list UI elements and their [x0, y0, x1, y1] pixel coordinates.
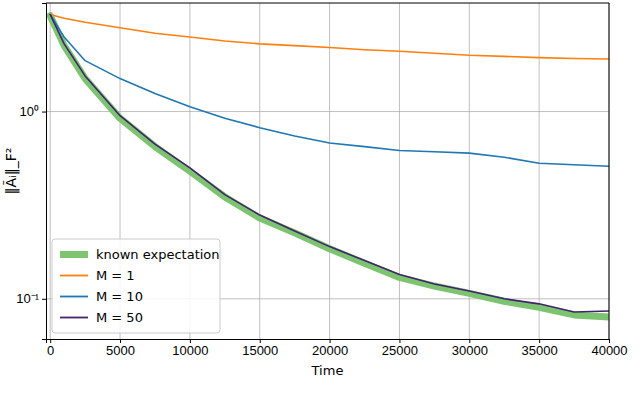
y-axis-title: ‖Ãᵢ‖_F² [3, 148, 20, 195]
x-tick: 35000 [522, 339, 558, 358]
grid-line-x [329, 3, 330, 339]
x-axis: 0 5000 10000 15000 20000 25000 30000 35000 40000 [47, 339, 628, 358]
x-tick: 15000 [242, 339, 278, 358]
x-axis-title: Time [311, 363, 344, 378]
legend-label: M = 10 [96, 289, 143, 304]
x-tick-label: 20000 [312, 343, 348, 358]
legend-frame [52, 239, 220, 333]
grid-line-x [50, 3, 51, 339]
x-tick-label: 10000 [172, 343, 208, 358]
x-tick: 20000 [312, 339, 348, 358]
chart: 0 5000 10000 15000 20000 25000 30000 35000 40000… [0, 0, 640, 411]
y-tick-label: 10⁰ [20, 104, 39, 119]
series-group [50, 14, 609, 316]
x-tick-label: 5000 [106, 343, 135, 358]
y-tick: 10⁻¹ [16, 291, 46, 306]
grid-line-x [609, 3, 610, 339]
frame [46, 3, 609, 4]
y-tick-mark [42, 112, 46, 113]
y-axis-line [42, 4, 47, 340]
y-axis: 10⁻¹ 10⁰ [16, 4, 46, 340]
x-tick-label: 15000 [242, 343, 278, 358]
series-line [50, 14, 609, 58]
plot: 0 5000 10000 15000 20000 25000 30000 35000 40000… [16, 3, 627, 358]
grid-line-x [259, 3, 260, 339]
x-tick: 10000 [172, 339, 208, 358]
x-tick-label: 30000 [452, 343, 488, 358]
legend: known expectation M = 1 M = 10 M = 50 [52, 239, 220, 333]
grid-line-y [46, 111, 609, 112]
y-tick-label: 10⁻¹ [16, 291, 39, 306]
y-tick-mark [42, 299, 46, 300]
x-tick: 40000 [591, 339, 627, 358]
legend-label: M = 50 [96, 310, 143, 325]
series-line [50, 16, 609, 317]
legend-key [60, 275, 88, 277]
x-tick-label: 25000 [382, 343, 418, 358]
y-tick: 10⁰ [20, 104, 46, 119]
grid-line-x [539, 3, 540, 339]
x-tick: 0 [47, 339, 54, 358]
x-tick-label: 35000 [522, 343, 558, 358]
x-tick: 25000 [382, 339, 418, 358]
x-tick-label: 40000 [591, 343, 627, 358]
x-tick: 30000 [452, 339, 488, 358]
legend-label: M = 1 [96, 268, 135, 283]
x-tick-label: 0 [47, 343, 54, 358]
frame [609, 3, 610, 339]
series-line [50, 14, 609, 166]
legend-key [60, 296, 88, 298]
grid-line-x [469, 3, 470, 339]
series-line [50, 14, 609, 312]
grid [46, 3, 609, 339]
legend-key [60, 251, 88, 258]
grid-line-x [399, 3, 400, 339]
legend-key [60, 317, 88, 319]
legend-label: known expectation [96, 247, 220, 262]
x-tick: 5000 [106, 339, 135, 358]
